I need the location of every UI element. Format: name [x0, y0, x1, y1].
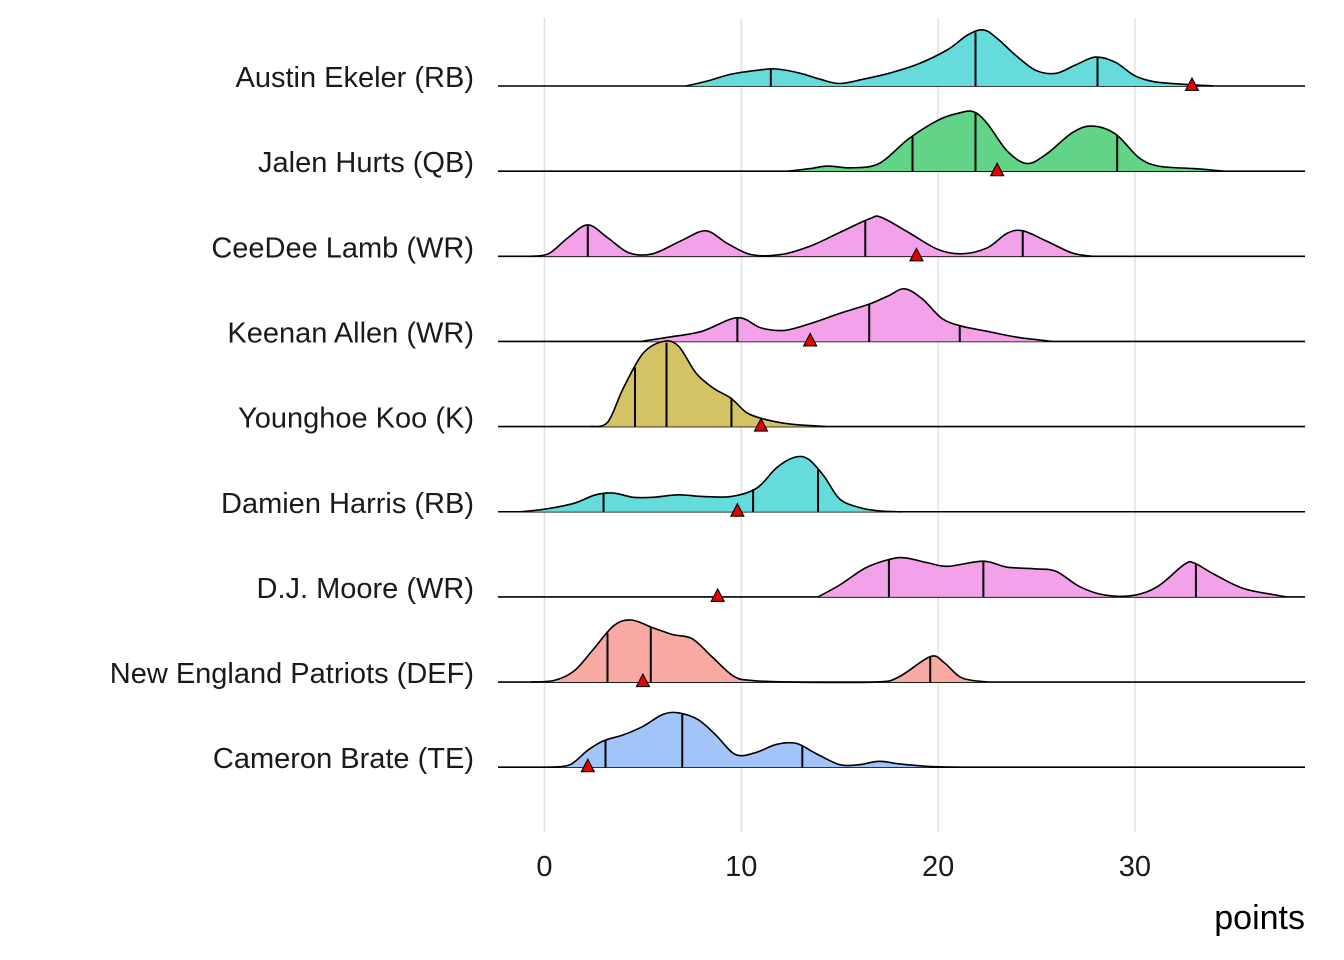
ridge-keenan-allen-wr — [498, 287, 1305, 347]
x-tick-label-30: 30 — [1119, 851, 1151, 883]
x-axis-ticks: 0 10 20 30 — [536, 851, 1151, 883]
actual-score-marker — [753, 417, 769, 432]
ridge-density-outline — [589, 340, 826, 428]
player-label-new-england-patriots-def: New England Patriots (DEF) — [110, 658, 474, 690]
ridge-cameron-brate-te — [498, 711, 1305, 773]
ridge-new-england-patriots-def — [498, 619, 1305, 688]
ridge-density-outline — [640, 287, 1053, 343]
ridge-ceedee-lamb-wr — [498, 215, 1305, 262]
actual-score-marker — [729, 502, 745, 517]
player-labels: Austin Ekeler (RB) Jalen Hurts (QB) CeeDee… — [110, 62, 474, 775]
ridge-density-fill — [640, 288, 1053, 342]
player-label-younghoe-koo-k: Younghoe Koo (K) — [238, 403, 474, 435]
ridge-d-j-moore-wr — [498, 556, 1305, 602]
player-label-damien-harris-rb: Damien Harris (RB) — [221, 488, 474, 520]
actual-score-marker — [635, 672, 651, 688]
player-label-jalen-hurts-qb: Jalen Hurts (QB) — [258, 147, 474, 179]
player-label-cameron-brate-te: Cameron Brate (TE) — [213, 743, 474, 775]
ridge-layer — [498, 29, 1305, 773]
ridge-density-fill — [548, 712, 958, 768]
x-axis-title: points — [1214, 899, 1305, 937]
ridge-density-fill — [818, 557, 1287, 597]
ridge-density-outline — [520, 455, 903, 513]
ridge-density-outline — [548, 711, 958, 768]
ridge-austin-ekeler-rb — [498, 29, 1305, 92]
actual-score-marker — [802, 332, 818, 347]
player-label-d-j-moore-wr: D.J. Moore (WR) — [257, 573, 475, 605]
ridge-density-outline — [528, 215, 1092, 258]
actual-score-marker — [710, 587, 726, 602]
ridge-density-fill — [686, 29, 1214, 86]
player-label-austin-ekeler-rb: Austin Ekeler (RB) — [235, 62, 474, 94]
player-label-ceedee-lamb-wr: CeeDee Lamb (WR) — [211, 232, 474, 264]
ridge-density-outline — [686, 29, 1214, 87]
ridge-density-outline — [788, 110, 1224, 172]
ridge-density-fill — [530, 619, 988, 683]
ridge-density-outline — [530, 619, 988, 684]
ridge-density-fill — [788, 111, 1224, 172]
player-label-keenan-allen-wr: Keenan Allen (WR) — [227, 317, 474, 349]
ridge-density-outline — [817, 556, 1287, 598]
x-tick-label-20: 20 — [922, 851, 954, 883]
ridge-density-fill — [589, 340, 826, 427]
ridge-density-fill — [528, 216, 1092, 257]
x-tick-label-10: 10 — [725, 851, 757, 883]
actual-score-marker — [580, 758, 596, 773]
actual-score-marker — [989, 161, 1005, 177]
actual-score-marker — [1184, 76, 1200, 92]
ridge-jalen-hurts-qb — [498, 110, 1305, 177]
ridge-damien-harris-rb — [498, 455, 1305, 517]
ridge-density-fill — [520, 456, 903, 512]
ridge-younghoe-koo-k — [498, 340, 1305, 432]
actual-score-marker — [909, 247, 924, 262]
x-tick-label-0: 0 — [536, 851, 552, 883]
